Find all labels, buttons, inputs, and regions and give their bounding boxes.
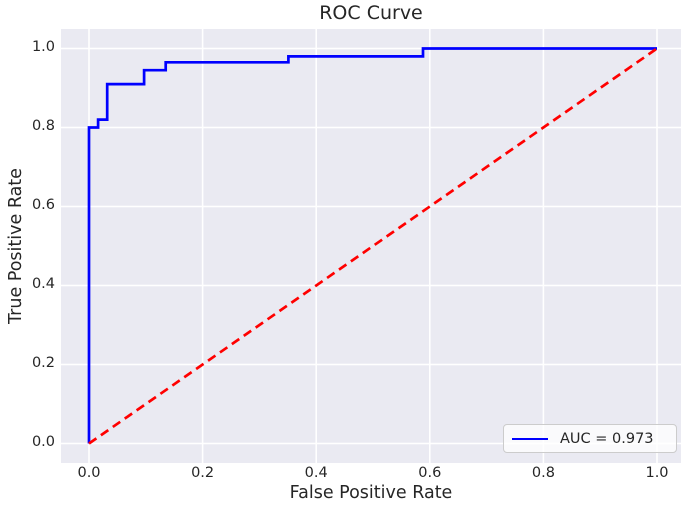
legend-label: AUC = 0.973 (560, 430, 654, 447)
y-tick-label: 1.0 (31, 38, 55, 55)
y-tick-label: 0.6 (31, 196, 55, 213)
x-tick-label: 0.2 (191, 465, 215, 481)
x-tick-label: 0.8 (531, 465, 555, 481)
y-axis-label: True Positive Rate (6, 168, 26, 324)
chart-title: ROC Curve (319, 2, 423, 24)
y-tick-label: 0.4 (31, 275, 55, 292)
y-tick-label: 0.2 (31, 354, 55, 371)
plot-area (61, 29, 681, 463)
roc-curve-path (87, 47, 657, 444)
y-tick-label: 0.8 (31, 117, 55, 134)
legend: AUC = 0.973 (503, 424, 677, 453)
x-tick-label: 1.0 (645, 465, 669, 481)
legend-line-swatch (512, 437, 548, 440)
x-tick-label: 0.6 (418, 465, 442, 481)
x-tick-label: 0.0 (77, 465, 101, 481)
x-tick-label: 0.4 (304, 465, 328, 481)
x-axis-label: False Positive Rate (289, 483, 453, 503)
y-tick-label: 0.0 (31, 433, 55, 450)
